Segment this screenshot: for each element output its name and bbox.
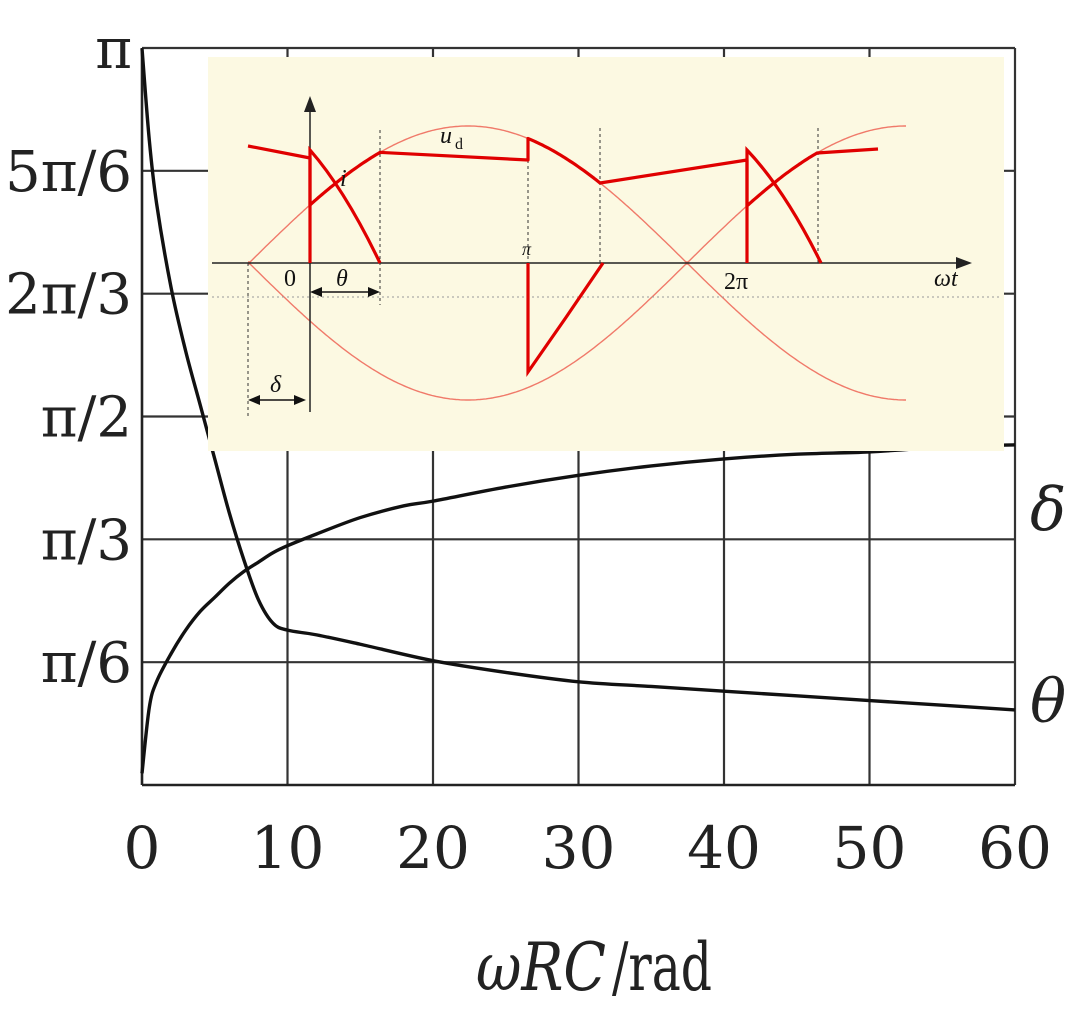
inset-current-pulses (308, 145, 823, 378)
inset-label-theta: θ (336, 266, 348, 292)
x-axis-label-unit: /rad (612, 929, 712, 1006)
x-tick-label: 20 (396, 814, 470, 882)
x-axis-label-main: ωRC (476, 929, 606, 1006)
inset-label-two-pi: 2π (724, 269, 748, 295)
inset-ud-curve (247, 136, 879, 208)
x-tick-label: 10 (251, 814, 325, 882)
inset-label-zero: 0 (284, 266, 296, 292)
series-line (140, 443, 1016, 774)
x-tick-label: 30 (542, 814, 616, 882)
inset-sine-lower (248, 263, 906, 401)
y-tick-label: 2π/3 (5, 263, 132, 328)
y-tick-label: π/6 (41, 631, 132, 696)
x-tick-label: 50 (833, 814, 907, 882)
inset-arrows (248, 287, 380, 405)
inset-diagram: u d i 0 π 2π θ δ ωt (208, 57, 1004, 451)
x-tick-label: 60 (978, 814, 1052, 882)
tick-labels: 0 10 20 30 40 50 60 π 5π/6 2π/3 π/2 π/3 π/6 (5, 17, 1052, 882)
x-tick-label: 40 (687, 814, 761, 882)
inset-label-i: i (340, 166, 347, 192)
y-tick-label: π (95, 17, 132, 82)
y-tick-label: 5π/6 (5, 140, 132, 205)
inset-label-delta: δ (270, 372, 282, 398)
series-label-theta: θ (1030, 667, 1066, 737)
inset-background (208, 57, 1004, 451)
inset-label-ud-subscript: d (455, 136, 463, 153)
series-line (140, 48, 1016, 712)
x-tick-label: 0 (124, 814, 161, 882)
axes (140, 48, 1015, 787)
inset-label-ud: u (440, 123, 452, 149)
curves (140, 48, 1016, 774)
inset-ud-waveform (247, 136, 879, 208)
inset-label-omega-t: ωt (934, 266, 959, 292)
y-tick-label: π/3 (41, 508, 132, 573)
inset-label-pi: π (522, 239, 532, 259)
series-label-delta: δ (1030, 475, 1066, 545)
y-tick-label: π/2 (41, 385, 132, 450)
